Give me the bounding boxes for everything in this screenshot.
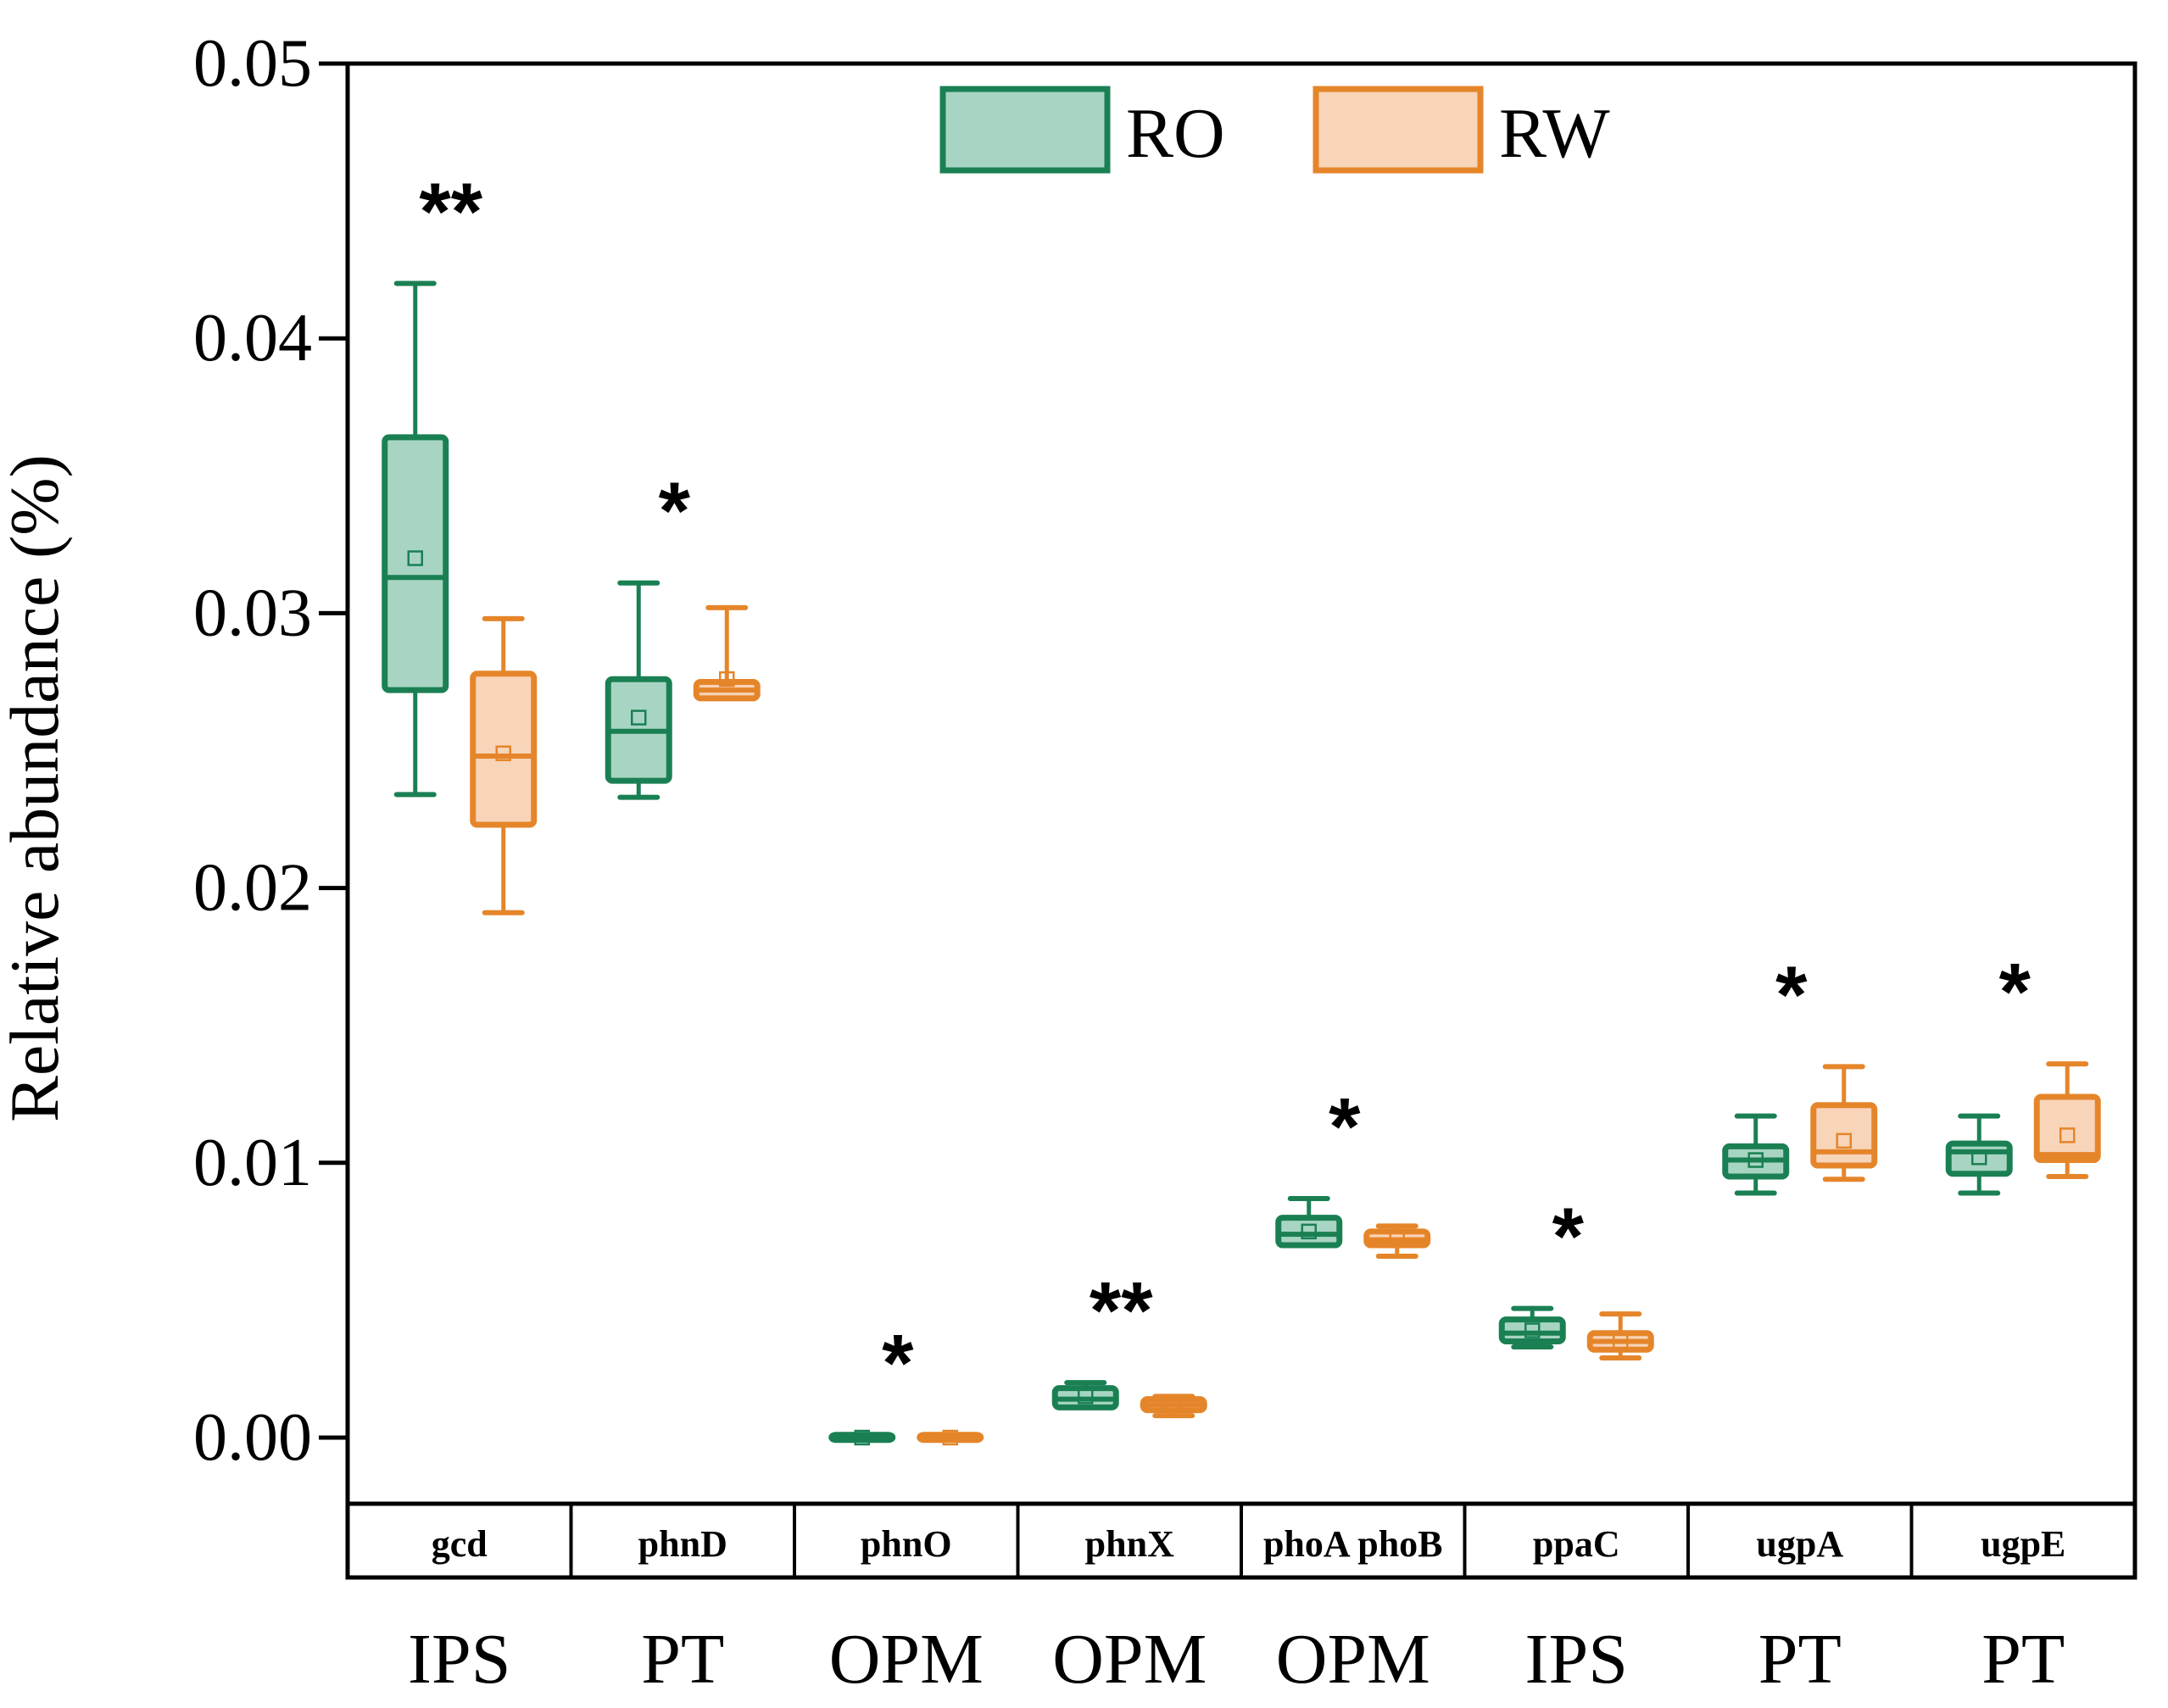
y-axis: 0.00 0.01 0.02 0.03 0.04 0.05 — [193, 26, 348, 1475]
box-iqr — [1498, 1316, 1566, 1345]
boxes — [382, 281, 2101, 1446]
legend-label-RO: RO — [1126, 94, 1225, 173]
mean-marker — [1389, 1232, 1405, 1248]
legend-label-RW: RW — [1499, 94, 1610, 173]
box-iqr — [470, 670, 538, 828]
significance-mark: * — [1552, 1192, 1585, 1282]
group-label: PT — [1981, 1620, 2065, 1699]
group-label: PT — [641, 1620, 724, 1699]
y-tick-label: 0.00 — [193, 1400, 312, 1475]
box-RO-ugpA — [1722, 1113, 1790, 1196]
significance-mark: ** — [1090, 1266, 1153, 1356]
mean-marker — [942, 1429, 958, 1446]
y-tick-label: 0.05 — [193, 26, 312, 101]
legend-swatch-RO — [939, 86, 1111, 174]
mean-marker — [719, 670, 735, 687]
box-RO-ppaC — [1498, 1305, 1566, 1350]
mean-marker — [407, 550, 423, 566]
box-RO-phnO — [828, 1429, 896, 1446]
box-RW-phnX — [1140, 1394, 1207, 1419]
box-iqr — [382, 434, 449, 693]
significance-mark: * — [1775, 949, 1808, 1040]
mean-marker — [1836, 1132, 1852, 1149]
legend-swatch-RW — [1313, 86, 1484, 174]
box-RW-ugpA — [1810, 1064, 1878, 1182]
group-label: OPM — [1052, 1620, 1207, 1699]
mean-marker — [1301, 1223, 1317, 1240]
significance-mark: * — [1999, 947, 2031, 1038]
category-strip: gcd IPS phnD PT phnO OPM phnX OPM phoA phoB OPM pp… — [345, 1501, 2137, 1699]
box-iqr — [1810, 1102, 1878, 1169]
y-tick-label: 0.04 — [193, 301, 312, 376]
significance-marks: ********* * — [419, 166, 2031, 1408]
legend-item-RO: RO — [939, 86, 1225, 174]
gene-label-phnO: phnO — [861, 1523, 952, 1565]
mean-marker — [1747, 1152, 1764, 1168]
significance-mark: * — [882, 1318, 914, 1409]
box-RW-phnD — [693, 604, 761, 702]
legend-item-RW: RW — [1313, 86, 1610, 174]
box-RW-gcd — [470, 615, 538, 915]
mean-marker — [854, 1429, 870, 1446]
box-RO-phnD — [605, 580, 672, 800]
box-iqr — [1275, 1215, 1343, 1249]
mean-marker — [1613, 1333, 1629, 1349]
y-tick-label: 0.02 — [193, 851, 312, 926]
mean-marker — [495, 745, 511, 761]
gene-label-ugpE: ugpE — [1981, 1523, 2065, 1565]
mean-marker — [631, 709, 647, 726]
box-RO-gcd — [382, 281, 449, 798]
gene-label-ppaC: ppaC — [1533, 1523, 1620, 1565]
group-label: OPM — [829, 1620, 984, 1699]
mean-marker — [1971, 1149, 1987, 1166]
y-tick-label: 0.01 — [193, 1126, 312, 1200]
gene-label-ugpA: ugpA — [1756, 1523, 1843, 1565]
gene-label-gcd: gcd — [432, 1523, 488, 1565]
box-RO-phnX — [1051, 1380, 1119, 1410]
box-RW-phnO — [917, 1429, 984, 1446]
box-RW-ppaC — [1586, 1311, 1654, 1360]
box-RO-ugpE — [1945, 1113, 2013, 1196]
y-tick-label: 0.03 — [193, 576, 312, 650]
y-axis-label: Relative abundance (%) — [0, 454, 73, 1122]
box-RW-ugpE — [2033, 1061, 2101, 1180]
mean-marker — [1166, 1396, 1182, 1413]
box-iqr — [1945, 1140, 2013, 1177]
significance-mark: * — [1329, 1082, 1361, 1172]
gene-label-phnX: phnX — [1085, 1523, 1174, 1565]
mean-marker — [1078, 1388, 1094, 1405]
mean-marker — [1524, 1322, 1541, 1338]
group-label: IPS — [1525, 1620, 1628, 1699]
gene-label-phnD: phnD — [638, 1523, 727, 1565]
legend: RO RW — [939, 86, 1610, 174]
box-RW-phoA-phoB — [1363, 1223, 1431, 1260]
gene-label-phoA-phoB: phoA phoB — [1263, 1523, 1443, 1565]
significance-mark: * — [659, 466, 691, 557]
box-RO-phoA-phoB — [1275, 1195, 1343, 1249]
group-label: OPM — [1276, 1620, 1430, 1699]
group-label: PT — [1758, 1620, 1842, 1699]
significance-mark: ** — [419, 166, 482, 257]
mean-marker — [2059, 1127, 2076, 1143]
group-label: IPS — [408, 1620, 510, 1699]
